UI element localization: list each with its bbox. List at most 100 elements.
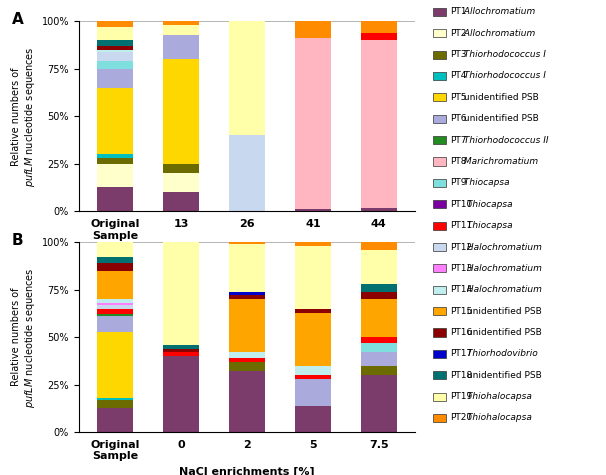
Bar (229, 371, 265, 432)
Bar (361, 242, 397, 250)
Bar (97, 164, 133, 187)
Text: Allochromatium: Allochromatium (461, 8, 535, 16)
Bar (163, 352, 199, 356)
Bar (295, 242, 331, 246)
Bar (97, 27, 133, 40)
Text: unidentified PSB: unidentified PSB (461, 93, 539, 102)
Bar (97, 242, 133, 257)
Bar (97, 40, 133, 46)
Bar (361, 208, 397, 211)
Bar (97, 305, 133, 309)
Text: PT18: PT18 (450, 371, 473, 380)
Bar (97, 158, 133, 164)
Text: Thiocapsa: Thiocapsa (464, 221, 513, 230)
Bar (163, 192, 199, 211)
Bar (295, 309, 331, 313)
Bar (97, 263, 133, 271)
Text: Halochromatium: Halochromatium (464, 243, 542, 251)
Text: Thiorhodococcus I: Thiorhodococcus I (461, 72, 546, 80)
Bar (97, 69, 133, 88)
Text: PT8: PT8 (450, 157, 467, 166)
Text: PT20: PT20 (450, 414, 473, 422)
Text: unidentified PSB: unidentified PSB (464, 307, 542, 315)
Bar (97, 271, 133, 299)
Text: Thiocapsa: Thiocapsa (464, 200, 513, 209)
Text: unidentified PSB: unidentified PSB (461, 114, 539, 123)
Bar (361, 352, 397, 366)
Bar (97, 303, 133, 305)
Bar (97, 154, 133, 158)
Bar (97, 88, 133, 154)
Bar (97, 257, 133, 263)
Text: Thiorhodococcus II: Thiorhodococcus II (461, 136, 548, 144)
Bar (97, 316, 133, 332)
Bar (97, 187, 133, 211)
Bar (361, 284, 397, 292)
Bar (361, 337, 397, 343)
Bar (97, 299, 133, 303)
Bar (295, 375, 331, 379)
Bar (163, 21, 199, 25)
Bar (361, 292, 397, 299)
Bar (97, 21, 133, 27)
Text: PT5: PT5 (450, 93, 467, 102)
Bar (97, 332, 133, 398)
Text: PT4: PT4 (450, 72, 467, 80)
Bar (97, 309, 133, 314)
Text: PT15: PT15 (450, 307, 473, 315)
Text: unidentified PSB: unidentified PSB (464, 328, 542, 337)
Text: Thiorhodovibrio: Thiorhodovibrio (464, 350, 538, 358)
Text: Allochromatium: Allochromatium (461, 29, 535, 38)
Bar (361, 375, 397, 432)
Text: PT14: PT14 (450, 285, 473, 294)
Text: PT10: PT10 (450, 200, 473, 209)
Bar (361, 21, 397, 33)
Text: Thiorhodococcus I: Thiorhodococcus I (461, 50, 546, 59)
X-axis label: NaCl enrichments [%]: NaCl enrichments [%] (179, 467, 315, 475)
Text: PT11: PT11 (450, 221, 473, 230)
Text: Marichromatium: Marichromatium (461, 157, 538, 166)
Bar (361, 40, 397, 208)
Bar (229, 292, 265, 295)
Text: PT19: PT19 (450, 392, 473, 401)
Text: B: B (12, 233, 23, 248)
Text: PT12: PT12 (450, 243, 473, 251)
Bar (97, 61, 133, 69)
Bar (229, 244, 265, 292)
Bar (361, 250, 397, 284)
Bar (361, 299, 397, 337)
X-axis label: Temperature enrichments [°C]: Temperature enrichments [°C] (152, 246, 342, 256)
Text: A: A (12, 12, 23, 27)
Bar (229, 299, 265, 352)
Bar (163, 345, 199, 349)
Text: PT6: PT6 (450, 114, 467, 123)
Text: PT16: PT16 (450, 328, 473, 337)
Bar (295, 313, 331, 366)
Text: PT7: PT7 (450, 136, 467, 144)
Bar (361, 33, 397, 40)
Text: PT2: PT2 (450, 29, 467, 38)
Bar (361, 366, 397, 375)
Bar (295, 366, 331, 375)
Text: PT1: PT1 (450, 8, 467, 16)
Text: Thiohalocapsa: Thiohalocapsa (464, 414, 532, 422)
Bar (295, 379, 331, 406)
Bar (97, 52, 133, 61)
Text: Thiocapsa: Thiocapsa (461, 179, 510, 187)
Bar (163, 173, 199, 192)
Text: Halochromatium: Halochromatium (464, 264, 542, 273)
Bar (229, 135, 265, 211)
Bar (163, 59, 199, 164)
Bar (163, 164, 199, 173)
Bar (295, 406, 331, 432)
Bar (229, 362, 265, 371)
Text: Thiohalocapsa: Thiohalocapsa (464, 392, 532, 401)
Text: Halochromatium: Halochromatium (464, 285, 542, 294)
Bar (229, 242, 265, 244)
Bar (97, 400, 133, 408)
Bar (163, 356, 199, 432)
Bar (361, 343, 397, 352)
Text: PT9: PT9 (450, 179, 467, 187)
Bar (229, 352, 265, 358)
Bar (295, 21, 331, 38)
